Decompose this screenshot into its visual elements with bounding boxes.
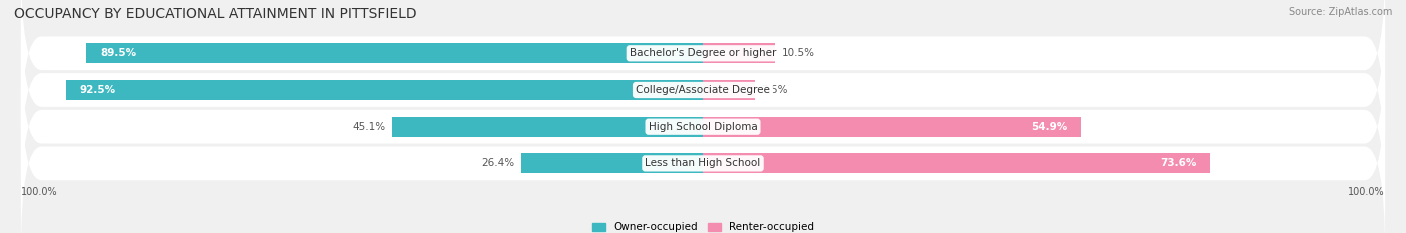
Legend: Owner-occupied, Renter-occupied: Owner-occupied, Renter-occupied [592,222,814,232]
Text: 92.5%: 92.5% [80,85,115,95]
Bar [703,116,1081,137]
Text: 7.5%: 7.5% [762,85,787,95]
FancyBboxPatch shape [21,0,1385,147]
Text: High School Diploma: High School Diploma [648,122,758,132]
Bar [522,153,703,174]
Text: 100.0%: 100.0% [1348,187,1385,197]
Text: 10.5%: 10.5% [782,48,815,58]
Bar [86,43,703,63]
Text: 89.5%: 89.5% [100,48,136,58]
Bar [703,80,755,100]
Text: Less than High School: Less than High School [645,158,761,168]
Text: 26.4%: 26.4% [481,158,515,168]
Text: 45.1%: 45.1% [353,122,385,132]
Text: 54.9%: 54.9% [1031,122,1067,132]
Text: Bachelor's Degree or higher: Bachelor's Degree or higher [630,48,776,58]
FancyBboxPatch shape [21,0,1385,183]
Bar [703,153,1211,174]
Bar [66,80,703,100]
Text: College/Associate Degree: College/Associate Degree [636,85,770,95]
Text: 100.0%: 100.0% [21,187,58,197]
Bar [703,43,775,63]
Text: OCCUPANCY BY EDUCATIONAL ATTAINMENT IN PITTSFIELD: OCCUPANCY BY EDUCATIONAL ATTAINMENT IN P… [14,7,416,21]
Bar [392,116,703,137]
Text: 73.6%: 73.6% [1160,158,1197,168]
FancyBboxPatch shape [21,70,1385,233]
FancyBboxPatch shape [21,34,1385,220]
Text: Source: ZipAtlas.com: Source: ZipAtlas.com [1288,7,1392,17]
